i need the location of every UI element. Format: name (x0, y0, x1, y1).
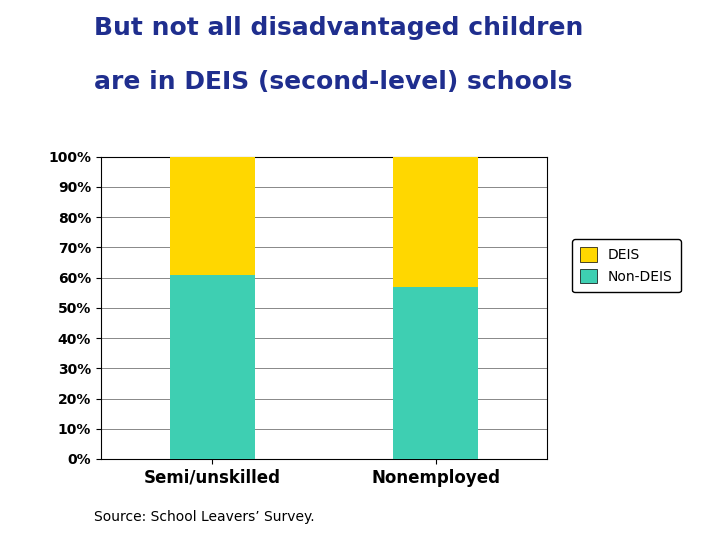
Bar (393, 157, 478, 287)
Text: are in DEIS (second-level) schools: are in DEIS (second-level) schools (94, 70, 572, 94)
Bar (393, 287, 478, 459)
Bar (170, 157, 255, 274)
Legend: DEIS, Non-DEIS: DEIS, Non-DEIS (572, 239, 681, 292)
Bar (170, 274, 255, 459)
Text: But not all disadvantaged children: But not all disadvantaged children (94, 16, 583, 40)
Text: Source: School Leavers’ Survey.: Source: School Leavers’ Survey. (94, 510, 314, 524)
